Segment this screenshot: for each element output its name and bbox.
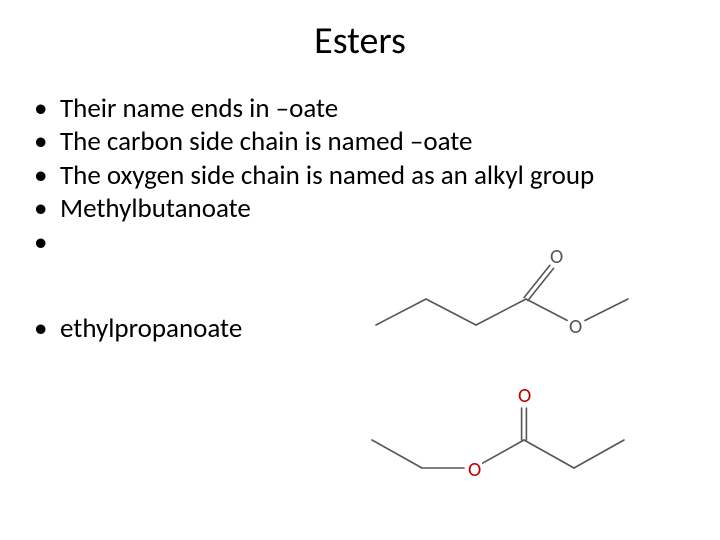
svg-text:O: O bbox=[518, 384, 531, 408]
bullet-item: Their name ends in –oate bbox=[34, 92, 696, 125]
svg-text:O: O bbox=[550, 245, 563, 269]
bullet-item: The carbon side chain is named –oate bbox=[34, 125, 696, 158]
svg-text:O: O bbox=[569, 315, 582, 339]
ethylpropanoate-structure: OO bbox=[356, 380, 666, 500]
svg-text:O: O bbox=[468, 458, 481, 482]
slide-title: Esters bbox=[24, 18, 696, 64]
slide: Esters Their name ends in –oate The carb… bbox=[0, 0, 720, 540]
methylbutanoate-structure: OO bbox=[356, 241, 666, 341]
bullet-item: The oxygen side chain is named as an alk… bbox=[34, 159, 696, 192]
bullet-item: Methylbutanoate bbox=[34, 192, 696, 225]
